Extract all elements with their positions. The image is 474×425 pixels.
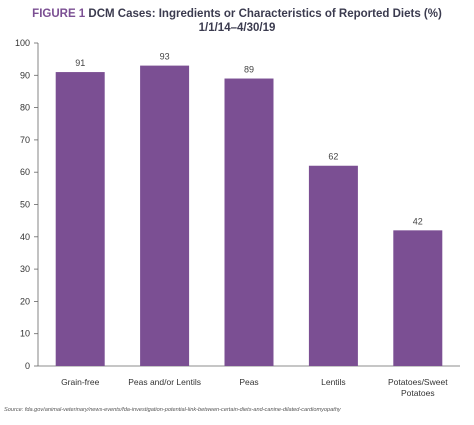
bar	[308, 165, 358, 366]
bar	[55, 72, 105, 366]
bar	[140, 65, 190, 367]
x-tick-label: Peas	[239, 377, 258, 387]
y-tick-label: 30	[20, 264, 30, 274]
x-tick-label: Potatoes	[401, 388, 435, 398]
y-tick-label: 90	[20, 70, 30, 80]
figure-label: FIGURE 1	[32, 8, 86, 20]
y-tick-label: 40	[20, 232, 30, 242]
bar	[393, 230, 443, 366]
x-tick-label: Lentils	[321, 377, 346, 387]
x-tick-label: Grain-free	[61, 377, 100, 387]
data-label: 89	[244, 65, 254, 75]
chart-title-text: DCM Cases: Ingredients or Characteristic…	[88, 8, 442, 20]
y-tick-label: 70	[20, 135, 30, 145]
x-tick-label: Potatoes/Sweet	[388, 377, 448, 387]
data-label: 93	[160, 52, 170, 62]
chart-title-line-1: FIGURE 1 DCM Cases: Ingredients or Chara…	[0, 7, 474, 21]
y-tick-label: 80	[20, 103, 30, 113]
data-label: 62	[328, 152, 338, 162]
data-label: 42	[413, 216, 423, 226]
y-tick-label: 0	[25, 361, 30, 371]
y-tick-label: 60	[20, 167, 30, 177]
y-tick-label: 10	[20, 329, 30, 339]
data-label: 91	[75, 58, 85, 68]
y-tick-label: 20	[20, 296, 30, 306]
source-note: Source: fda.gov/animal-veterinary/news-e…	[4, 407, 341, 413]
y-tick-label: 100	[15, 38, 30, 48]
bar	[224, 78, 274, 366]
y-tick-label: 50	[20, 200, 30, 210]
chart-title: FIGURE 1 DCM Cases: Ingredients or Chara…	[0, 7, 474, 35]
chart-subtitle-dates: 1/1/14–4/30/19	[198, 22, 276, 34]
x-tick-label: Peas and/or Lentils	[128, 377, 201, 387]
